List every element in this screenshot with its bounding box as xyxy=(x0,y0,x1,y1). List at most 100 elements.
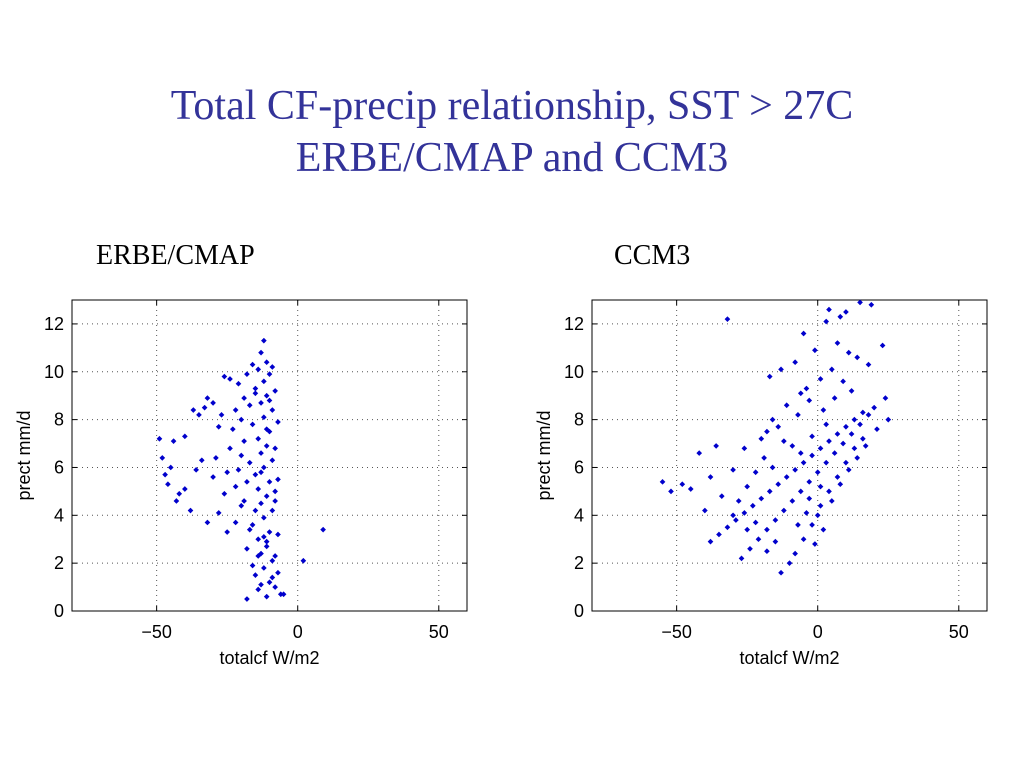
scatter-point xyxy=(238,502,245,509)
scatter-point xyxy=(733,517,739,523)
scatter-point xyxy=(679,481,686,488)
scatter-point xyxy=(828,498,835,504)
scatter-point xyxy=(843,459,849,466)
scatter-point xyxy=(263,426,270,433)
scatter-point xyxy=(193,467,199,473)
scatter-point xyxy=(800,330,807,337)
scatter-point xyxy=(249,562,256,569)
y-tick-label: 2 xyxy=(54,553,64,573)
scatter-point xyxy=(772,517,779,523)
scatter-point xyxy=(758,435,765,442)
scatter-point xyxy=(232,483,239,490)
scatter-point xyxy=(182,433,188,440)
scatter-point xyxy=(275,476,281,483)
scatter-point xyxy=(263,493,270,499)
x-tick-label: 50 xyxy=(429,622,449,642)
scatter-point xyxy=(210,400,216,406)
scatter-point xyxy=(258,550,264,557)
scatter-point xyxy=(769,416,776,423)
scatter-point xyxy=(269,457,276,464)
scatter-plot-erbe-cmap: −50 0 50 0 2 4 6 8 10 12 totalcf W/m2 prect mm/d xyxy=(14,299,468,668)
plot-area xyxy=(72,300,467,611)
scatter-point xyxy=(162,471,168,478)
scatter-point xyxy=(809,452,815,459)
scatter-point xyxy=(848,431,855,437)
scatter-point xyxy=(820,526,827,533)
x-axis-label: totalcf W/m2 xyxy=(219,648,319,668)
scatter-point xyxy=(831,450,838,456)
scatter-point xyxy=(261,514,267,521)
y-tick-label: 10 xyxy=(44,362,64,382)
scatter-point xyxy=(196,412,202,418)
scatter-point xyxy=(198,457,205,464)
scatter-point xyxy=(249,361,256,368)
scatter-point xyxy=(269,407,276,413)
scatter-point xyxy=(232,519,239,526)
plot-area xyxy=(592,300,987,611)
scatter-point xyxy=(809,522,815,528)
scatter-point xyxy=(159,455,166,461)
scatter-point xyxy=(272,388,278,394)
scatter-point xyxy=(823,459,830,466)
scatter-point xyxy=(814,512,821,519)
scatter-point xyxy=(817,445,824,452)
scatter-point xyxy=(834,340,841,346)
scatter-point xyxy=(854,354,861,361)
scatter-point xyxy=(828,366,835,373)
scatter-point xyxy=(210,474,216,480)
scatter-point xyxy=(255,536,262,543)
scatter-point xyxy=(797,390,804,397)
scatter-point xyxy=(258,349,264,356)
x-tick-label: 0 xyxy=(293,622,303,642)
scatter-point xyxy=(235,380,242,387)
scatter-point xyxy=(266,397,273,404)
scatter-point xyxy=(190,407,197,413)
scatter-point xyxy=(840,378,846,385)
scatter-point xyxy=(266,478,273,485)
scatter-point xyxy=(823,318,830,325)
scatter-point xyxy=(826,488,832,495)
scatter-point xyxy=(831,395,838,401)
scatter-point xyxy=(854,455,861,461)
y-tick-label: 2 xyxy=(574,553,584,573)
scatter-point xyxy=(826,438,832,444)
scatter-point xyxy=(232,407,239,413)
scatter-point xyxy=(879,342,886,349)
scatter-point xyxy=(215,423,222,430)
scatter-point xyxy=(204,519,211,526)
scatter-point xyxy=(258,581,264,588)
scatter-point xyxy=(797,488,804,495)
scatter-point xyxy=(803,385,810,392)
scatter-point xyxy=(258,450,264,456)
scatter-point xyxy=(764,548,770,555)
scatter-point xyxy=(659,478,666,485)
scatter-point xyxy=(221,490,228,497)
scatter-point xyxy=(261,337,267,344)
scatter-point xyxy=(792,359,798,366)
y-axis-label: prect mm/d xyxy=(534,410,554,500)
scatter-point xyxy=(803,510,810,516)
scatter-point xyxy=(817,502,824,509)
scatter-point xyxy=(269,364,276,370)
scatter-point xyxy=(258,500,264,507)
scatter-point xyxy=(775,423,782,430)
y-tick-label: 0 xyxy=(54,601,64,621)
scatter-point xyxy=(817,483,824,490)
x-tick-label: −50 xyxy=(661,622,692,642)
scatter-point xyxy=(812,347,818,354)
scatter-point xyxy=(800,536,807,543)
y-axis-label: prect mm/d xyxy=(14,410,34,500)
x-tick-label: 50 xyxy=(949,622,969,642)
scatter-point xyxy=(755,536,762,543)
scatter-point xyxy=(707,538,714,545)
scatter-point xyxy=(783,402,790,409)
scatter-point xyxy=(823,421,830,428)
scatter-point xyxy=(817,376,824,382)
y-tick-label: 12 xyxy=(564,314,584,334)
y-tick-label: 4 xyxy=(574,505,584,525)
scatter-point xyxy=(218,412,225,418)
scatter-point xyxy=(778,366,784,373)
scatter-point xyxy=(252,390,259,397)
scatter-point xyxy=(749,502,756,509)
scatter-point xyxy=(882,395,889,401)
